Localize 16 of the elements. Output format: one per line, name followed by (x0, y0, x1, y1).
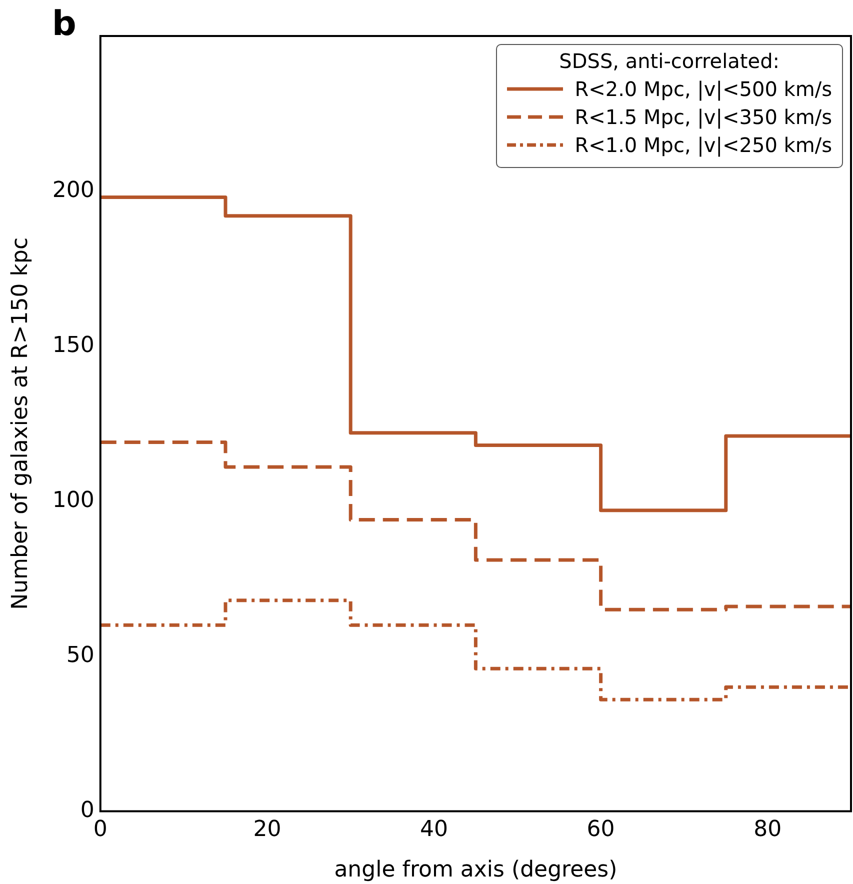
legend-label: R<1.5 Mpc, |v|<350 km/s (574, 105, 832, 129)
chart-title: b (52, 4, 76, 44)
y-tick-label: 50 (66, 642, 94, 668)
y-tick-label: 0 (80, 798, 94, 823)
x-tick-label: 60 (586, 817, 615, 842)
x-tick-label: 80 (754, 817, 782, 842)
x-tick-label: 20 (253, 817, 282, 842)
y-tick-label: 150 (52, 332, 94, 358)
y-tick-label: 100 (52, 488, 94, 513)
x-axis-title: angle from axis (degrees) (334, 858, 618, 883)
legend-title: SDSS, anti-correlated: (558, 49, 781, 73)
legend-label: R<1.0 Mpc, |v|<250 km/s (574, 133, 832, 157)
y-tick-label: 200 (52, 178, 94, 203)
legend-label: R<2.0 Mpc, |v|<500 km/s (574, 77, 832, 101)
y-axis-title: Number of galaxies at R>150 kpc (8, 237, 33, 610)
x-tick-label: 40 (420, 817, 448, 842)
